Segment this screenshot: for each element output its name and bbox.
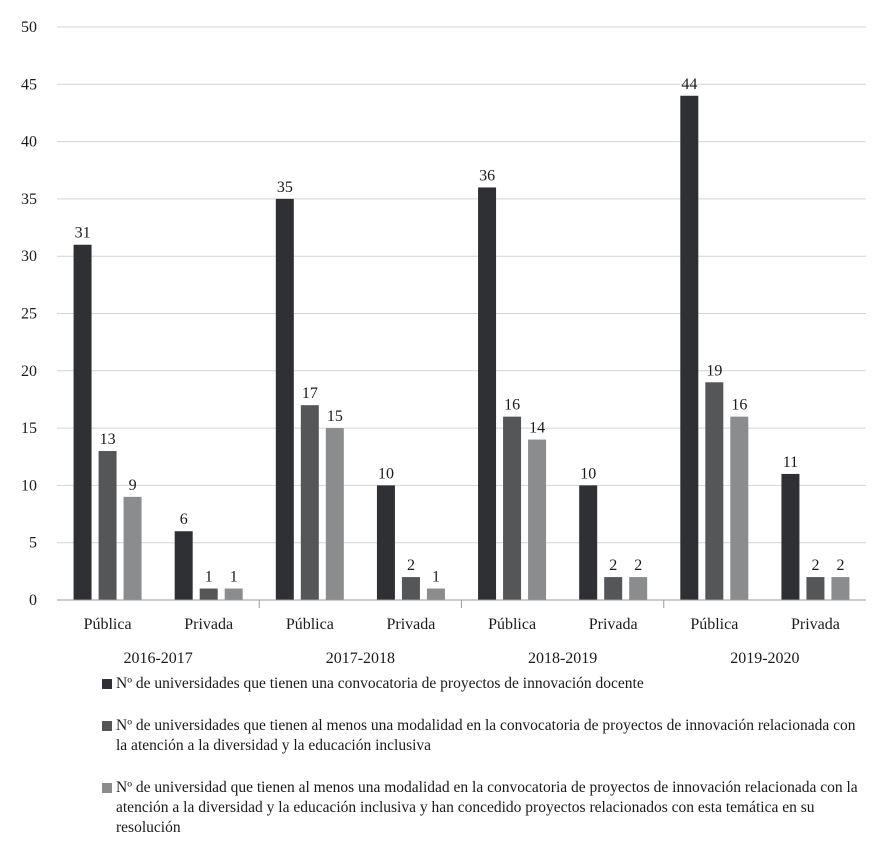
x-axis: Pública Privada Pública Privada Pública Priva… [57, 599, 866, 667]
data-label: 1 [230, 569, 238, 586]
data-label: 44 [681, 76, 697, 93]
legend-label: Nº de universidad que tienen al menos un… [116, 779, 858, 836]
bar [503, 416, 522, 600]
bar [376, 485, 395, 600]
data-label: 1 [432, 569, 440, 586]
data-label: 10 [580, 465, 596, 482]
bar [831, 577, 850, 600]
x-category-label: Privada [387, 616, 436, 633]
legend-item: Nº de universidad que tienen al menos un… [100, 778, 870, 838]
bar [705, 382, 724, 600]
legend-label: Nº de universidades que tienen una convo… [116, 675, 644, 692]
data-label: 9 [129, 477, 137, 494]
bars [73, 95, 850, 601]
bar [275, 198, 294, 600]
y-tick-label: 25 [21, 306, 37, 323]
bar [73, 244, 92, 601]
data-label: 2 [634, 557, 642, 574]
data-label: 16 [731, 397, 747, 414]
x-category-label: Pública [286, 616, 334, 633]
data-label: 17 [302, 385, 318, 402]
data-label: 13 [100, 431, 116, 448]
legend-label: Nº de universidades que tienen al menos … [116, 717, 856, 754]
data-label: 14 [529, 420, 545, 437]
y-tick-label: 30 [21, 248, 37, 265]
data-label: 11 [783, 454, 798, 471]
x-category-label: Privada [791, 616, 840, 633]
bar [224, 588, 243, 600]
y-tick-label: 45 [21, 76, 37, 93]
x-group-label: 2019-2020 [730, 650, 799, 667]
bar [300, 405, 319, 600]
data-label: 2 [836, 557, 844, 574]
bar [426, 588, 445, 600]
data-label: 31 [75, 225, 91, 242]
bar [478, 187, 497, 600]
bar [174, 531, 193, 600]
legend-item: Nº de universidades que tienen al menos … [100, 716, 870, 756]
data-label: 16 [504, 397, 520, 414]
data-label: 36 [479, 167, 495, 184]
data-label: 2 [811, 557, 819, 574]
bar [781, 473, 800, 600]
x-category-label: Privada [589, 616, 638, 633]
y-tick-label: 10 [21, 477, 37, 494]
data-label: 6 [180, 511, 188, 528]
bar [680, 95, 699, 600]
data-label: 19 [706, 362, 722, 379]
y-tick-label: 5 [29, 535, 37, 552]
y-tick-label: 40 [21, 134, 37, 151]
x-group-label: 2018-2019 [528, 650, 597, 667]
y-tick-label: 35 [21, 191, 37, 208]
legend: Nº de universidades que tienen una convo… [100, 674, 870, 838]
x-group-label: 2017-2018 [326, 650, 395, 667]
bar [98, 451, 117, 600]
bar [604, 577, 623, 600]
bar [730, 416, 749, 600]
y-axis: 0 5 10 15 20 25 30 35 40 45 50 [21, 19, 37, 609]
bar [325, 428, 344, 600]
legend-item: Nº de universidades que tienen una convo… [100, 674, 870, 694]
data-label: 2 [407, 557, 415, 574]
x-category-label: Pública [690, 616, 738, 633]
bar [401, 577, 420, 600]
x-category-label: Privada [184, 616, 233, 633]
x-category-label: Pública [84, 616, 132, 633]
y-tick-label: 20 [21, 363, 37, 380]
bar [199, 588, 218, 600]
bar [528, 439, 547, 600]
legend-swatch [102, 721, 112, 731]
data-label: 1 [205, 569, 213, 586]
data-label: 10 [378, 465, 394, 482]
y-tick-label: 0 [29, 592, 37, 609]
bar [806, 577, 825, 600]
legend-swatch [102, 679, 112, 689]
bar [579, 485, 598, 600]
legend-swatch [102, 783, 112, 793]
y-tick-label: 15 [21, 420, 37, 437]
x-category-label: Pública [488, 616, 536, 633]
data-label: 35 [277, 179, 293, 196]
y-tick-label: 50 [21, 19, 37, 36]
x-group-label: 2016-2017 [123, 650, 192, 667]
data-label: 2 [609, 557, 617, 574]
bar [629, 577, 648, 600]
bar [123, 496, 142, 600]
data-label: 15 [327, 408, 343, 425]
